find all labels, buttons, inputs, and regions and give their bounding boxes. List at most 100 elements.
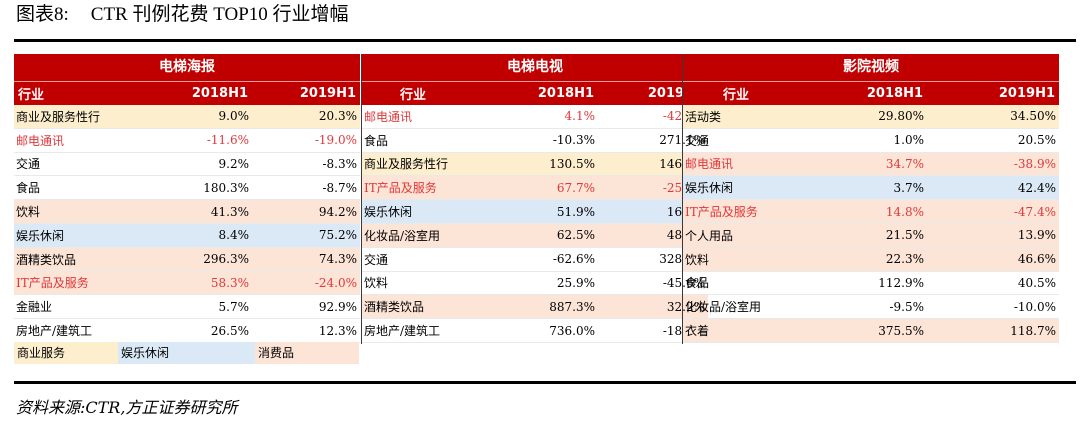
panel-elevator-tv: 电梯电视 行业 2018H1 2019H1 邮电通讯4.1%-42.7%食品-1…: [362, 54, 708, 343]
top-rule: [14, 39, 1076, 42]
industry-cell: IT产品及服务: [14, 271, 120, 296]
industry-cell: 邮电通讯: [362, 105, 464, 129]
value-2018h1-cell: 67.7%: [464, 175, 598, 201]
table-row: 交通 9.2% -8.3%: [14, 152, 360, 177]
industry-cell: 房地产/建筑工: [362, 318, 464, 343]
value-2018h1-cell: 8.4%: [120, 223, 252, 248]
industry-cell: 活动类: [683, 105, 789, 129]
value-2019h1-cell: 42.4%: [927, 175, 1059, 201]
industry-cell: 交通: [14, 152, 120, 177]
value-2018h1-cell: 1.0%: [789, 128, 927, 153]
value-2019h1-cell: 74.3%: [252, 247, 360, 272]
industry-cell: 娱乐休闲: [14, 223, 120, 248]
value-2019h1-cell: 92.9%: [252, 294, 360, 320]
value-2018h1-cell: 25.9%: [464, 271, 598, 296]
table-row: 食品 180.3% -8.7%: [14, 175, 360, 201]
value-2018h1-cell: 4.1%: [464, 105, 598, 129]
value-2018h1-cell: 26.5%: [120, 318, 252, 343]
value-2018h1-cell: 112.9%: [789, 271, 927, 296]
panel-divider: [682, 54, 683, 344]
bottom-rule: [14, 381, 1076, 384]
industry-cell: 饮料: [14, 199, 120, 224]
data-table: 行业 2018H1 2019H1 商业及服务性行 9.0% 20.3% 邮电通讯 -11…: [14, 81, 360, 343]
legend-label: 消费品: [258, 346, 295, 360]
industry-cell: 金融业: [14, 294, 120, 320]
industry-cell: 化妆品/浴室用: [683, 294, 789, 320]
value-2018h1-cell: 3.7%: [789, 175, 927, 201]
legend-business-services: 商业服务: [14, 342, 118, 364]
value-2018h1-cell: 29.80%: [789, 105, 927, 129]
value-2019h1-cell: 12.3%: [252, 318, 360, 343]
value-2019h1-cell: -10.0%: [927, 294, 1059, 320]
industry-cell: IT产品及服务: [683, 199, 789, 224]
value-2018h1-cell: -10.3%: [464, 128, 598, 153]
industry-cell: IT产品及服务: [362, 175, 464, 201]
value-2018h1-cell: 58.3%: [120, 271, 252, 296]
value-2018h1-cell: 887.3%: [464, 294, 598, 320]
value-2018h1-cell: 736.0%: [464, 318, 598, 343]
value-2019h1-cell: -8.3%: [252, 152, 360, 177]
industry-cell: 食品: [683, 271, 789, 296]
industry-cell: 邮电通讯: [14, 128, 120, 153]
value-2019h1-cell: -47.4%: [927, 199, 1059, 224]
column-header-row: 行业 2018H1 2019H1: [362, 81, 708, 105]
industry-cell: 食品: [362, 128, 464, 153]
value-2018h1-cell: 130.5%: [464, 152, 598, 177]
legend-label: 商业服务: [17, 346, 66, 360]
column-header-2019h1: 2019H1: [927, 81, 1059, 105]
value-2018h1-cell: 9.2%: [120, 152, 252, 177]
value-2018h1-cell: 296.3%: [120, 247, 252, 272]
table-row: 娱乐休闲 3.7% 42.4%: [683, 175, 1059, 201]
table-row: 房地产/建筑工 26.5% 12.3%: [14, 318, 360, 343]
panel-title: 影院视频: [683, 54, 1059, 81]
industry-cell: 房地产/建筑工: [14, 318, 120, 343]
value-2019h1-cell: 118.7%: [927, 318, 1059, 343]
value-2018h1-cell: 14.8%: [789, 199, 927, 224]
value-2018h1-cell: 51.9%: [464, 199, 598, 224]
table-row: 个人用品 21.5% 13.9%: [683, 223, 1059, 248]
value-2019h1-cell: -38.9%: [927, 152, 1059, 177]
table-row: 活动类 29.80% 34.50%: [683, 105, 1059, 129]
industry-cell: 饮料: [362, 271, 464, 296]
source-note: 资料来源:CTR,方正证券研究所: [16, 398, 238, 417]
value-2019h1-cell: 40.5%: [927, 271, 1059, 296]
value-2018h1-cell: 41.3%: [120, 199, 252, 224]
panel-cinema-video: 影院视频 行业 2018H1 2019H1 活动类 29.80% 34.50% 交通 1…: [683, 54, 1059, 343]
panel-elevator-poster: 电梯海报 行业 2018H1 2019H1 商业及服务性行 9.0% 20.3% 邮电…: [14, 54, 360, 343]
value-2019h1-cell: -8.7%: [252, 175, 360, 201]
value-2018h1-cell: 180.3%: [120, 175, 252, 201]
industry-cell: 交通: [362, 247, 464, 272]
table-row: 酒精类饮品 887.3% 32.2%: [362, 294, 708, 320]
column-header-row: 行业 2018H1 2019H1: [14, 81, 360, 105]
industry-cell: 商业及服务性行: [14, 105, 120, 129]
value-2019h1-cell: -19.0%: [252, 128, 360, 153]
table-row: IT产品及服务 58.3% -24.0%: [14, 271, 360, 296]
value-2019h1-cell: 75.2%: [252, 223, 360, 248]
value-2018h1-cell: 9.0%: [120, 105, 252, 129]
table-row: 饮料 41.3% 94.2%: [14, 199, 360, 224]
data-table: 行业 2018H1 2019H1 活动类 29.80% 34.50% 交通 1.0% 20…: [683, 81, 1059, 343]
column-header-industry: 行业: [362, 81, 464, 105]
industry-cell: 酒精类饮品: [362, 294, 464, 320]
table-row: 食品 112.9% 40.5%: [683, 271, 1059, 296]
table-row: 饮料 25.9% -45.6%: [362, 271, 708, 296]
legend-label: 娱乐休闲: [121, 346, 170, 360]
value-2018h1-cell: -62.6%: [464, 247, 598, 272]
category-legend: 商业服务 娱乐休闲 消费品: [14, 342, 359, 364]
figure-title: 图表8: CTR 刊例花费 TOP10 行业增幅: [16, 3, 349, 27]
table-row: 娱乐休闲 8.4% 75.2%: [14, 223, 360, 248]
data-table: 行业 2018H1 2019H1 邮电通讯4.1%-42.7%食品-10.3%2…: [362, 81, 708, 343]
industry-cell: 交通: [683, 128, 789, 153]
value-2018h1-cell: -9.5%: [789, 294, 927, 320]
table-row: 食品-10.3%271.1%: [362, 128, 708, 153]
table-row: 饮料 22.3% 46.6%: [683, 247, 1059, 272]
panel-title: 电梯海报: [14, 54, 360, 81]
column-header-row: 行业 2018H1 2019H1: [683, 81, 1059, 105]
column-header-industry: 行业: [14, 81, 120, 105]
table-row: 金融业 5.7% 92.9%: [14, 294, 360, 320]
industry-cell: 食品: [14, 175, 120, 201]
